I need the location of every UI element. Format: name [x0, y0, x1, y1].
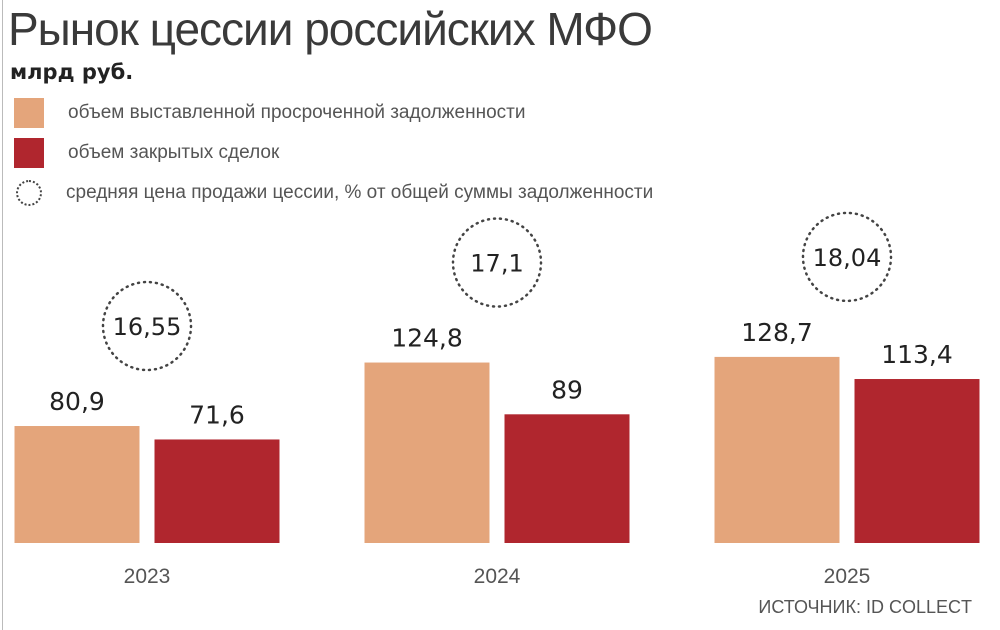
legend-item-closed: объем закрытых сделок — [14, 138, 279, 168]
x-tick-label: 2023 — [124, 565, 171, 588]
x-tick-label: 2024 — [474, 565, 521, 588]
legend-dotted-circle-icon — [16, 180, 42, 206]
x-tick-label: 2025 — [824, 565, 871, 588]
legend-item-price: средняя цена продажи цессии, % от общей … — [14, 178, 653, 208]
bar-value-label: 71,6 — [189, 400, 245, 429]
bar-overdue-2024 — [364, 362, 490, 543]
legend-label: средняя цена продажи цессии, % от общей … — [66, 182, 654, 203]
price-label: 16,55 — [113, 313, 182, 341]
legend-label: объем выставленной просроченной задолжен… — [68, 102, 526, 123]
bar-value-label: 128,7 — [741, 318, 813, 347]
chart-subtitle: млрд руб. — [10, 60, 134, 84]
price-dotted-circle-2024 — [451, 217, 543, 308]
bar-closed-2025 — [854, 379, 980, 543]
legend-swatch-light — [14, 98, 44, 128]
bar-overdue-2023 — [14, 426, 140, 543]
left-border — [2, 0, 3, 630]
bar-value-label: 89 — [551, 375, 583, 404]
price-dotted-circle-2025 — [801, 211, 893, 303]
price-label: 17,1 — [470, 250, 523, 278]
bar-value-label: 80,9 — [49, 387, 105, 416]
chart-title: Рынок цессии российских МФО — [8, 3, 653, 55]
legend-label: объем закрытых сделок — [68, 142, 280, 163]
legend-swatch-dark — [14, 138, 44, 168]
bar-value-label: 124,8 — [391, 324, 463, 353]
price-label: 18,04 — [813, 244, 882, 272]
bar-closed-2023 — [154, 439, 280, 543]
price-dotted-circle-2023 — [101, 280, 193, 372]
legend-item-overdue: объем выставленной просроченной задолжен… — [14, 98, 525, 128]
source-note: ИСТОЧНИК: ID COLLECT — [758, 597, 972, 617]
bar-closed-2024 — [504, 414, 630, 543]
bar-overdue-2025 — [714, 356, 840, 543]
bar-value-label: 113,4 — [881, 340, 953, 369]
